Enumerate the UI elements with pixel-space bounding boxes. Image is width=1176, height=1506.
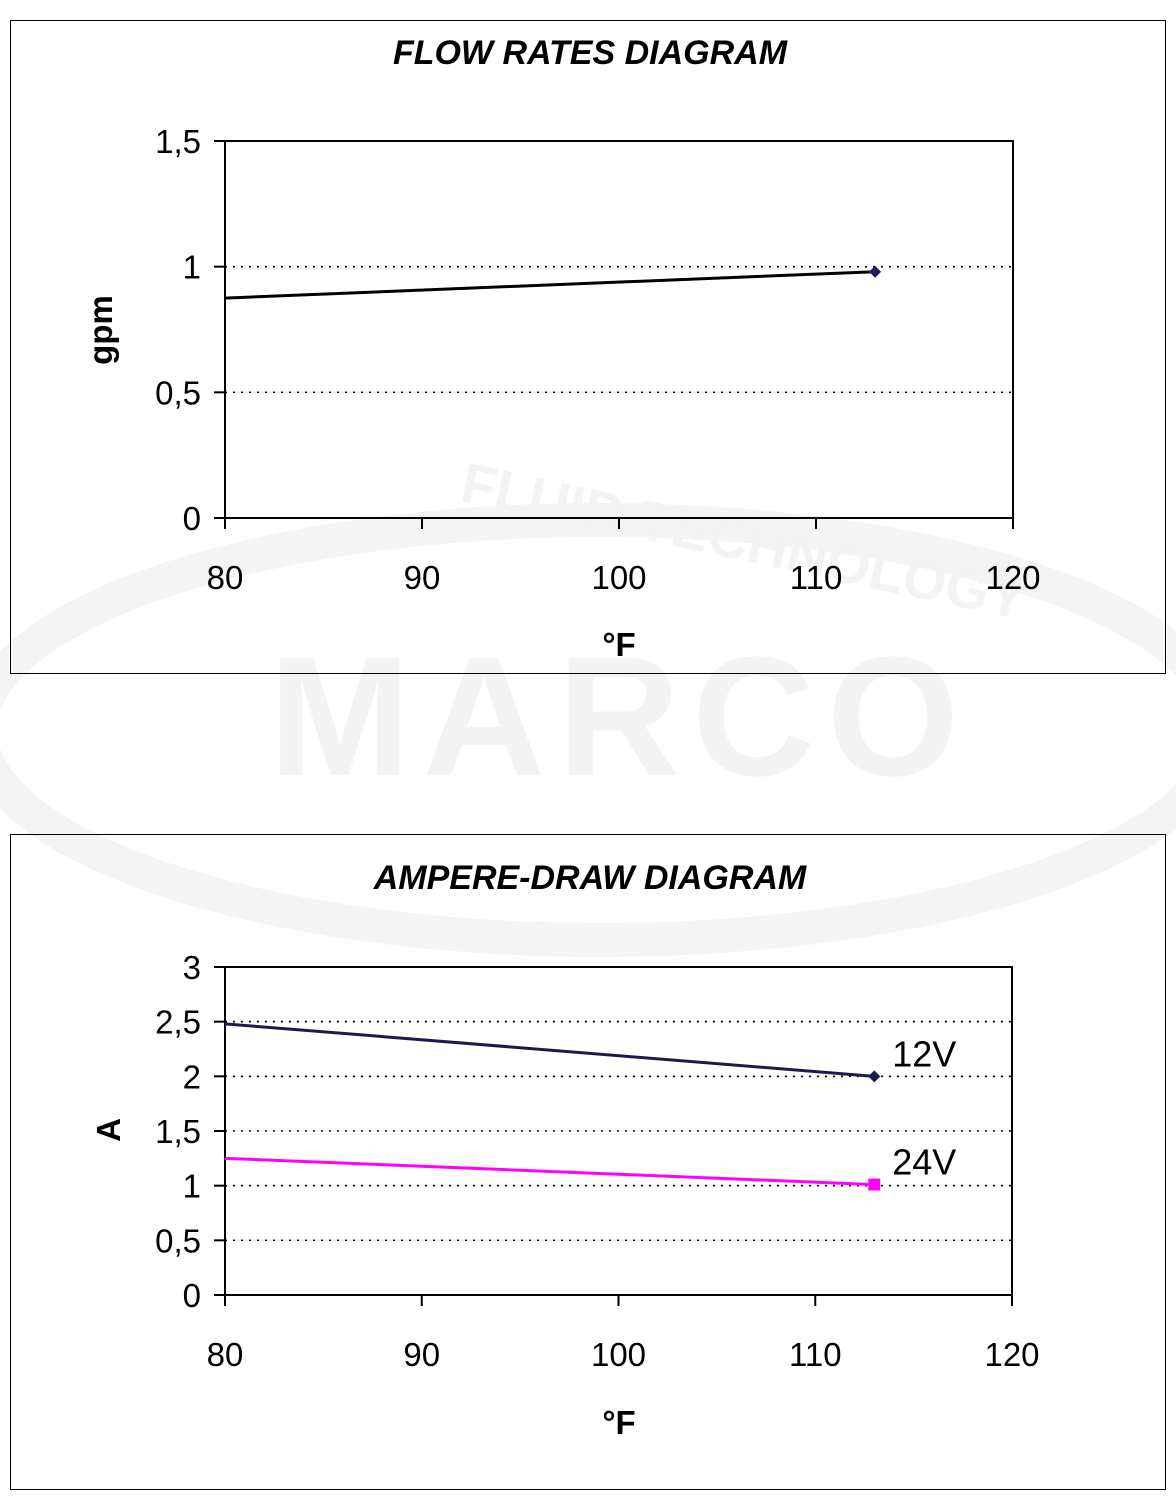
flow-x-axis-label: °F [602, 626, 635, 663]
ampere-x-tick-label: 100 [591, 1336, 646, 1373]
flow-y-tick-label: 1,5 [155, 123, 201, 160]
ampere-y-tick-label: 2,5 [155, 1004, 201, 1041]
flow-y-tick-label: 0 [183, 500, 201, 537]
flow-y-tick-label: 1 [183, 249, 201, 286]
flow-y-axis-label: gpm [82, 295, 119, 365]
ampere-plot-frame [224, 966, 1013, 1296]
ampere-y-tick-label: 1,5 [155, 1113, 201, 1150]
flow-plot-area: 0 0,5 1 1,5 80 90 100 110 120 [155, 123, 1040, 596]
ampere-x-tick-label: 120 [984, 1336, 1039, 1373]
ampere-x-tick-label: 80 [207, 1336, 244, 1373]
ampere-series-line-24V [224, 1156, 875, 1187]
ampere-series-marker [868, 1070, 881, 1083]
flow-x-tick-label: 100 [591, 559, 646, 596]
flow-x-tick-label: 120 [985, 559, 1040, 596]
ampere-x-axis-label: °F [602, 1404, 635, 1441]
watermark-brand: MARCO [269, 622, 971, 812]
ampere-y-tick-label: 0 [183, 1277, 201, 1314]
ampere-x-tick-label: 110 [789, 1336, 842, 1373]
flow-plot-frame [224, 140, 1014, 519]
ampere-series-label: 12V [892, 1033, 956, 1074]
flow-x-tick-label: 110 [790, 559, 843, 596]
ampere-y-tick-label: 3 [183, 949, 201, 986]
ampere-plot-area: 0 0,5 1 1,5 2 2,5 3 80 90 100 110 120 12V 24V [155, 949, 1039, 1373]
ampere-draw-chart-panel [10, 834, 1166, 1490]
ampere-series-line-12V [224, 1022, 875, 1078]
ampere-chart-title: AMPERE-DRAW DIAGRAM [373, 859, 807, 897]
ampere-series-marker [868, 1178, 881, 1191]
flow-chart-title: FLOW RATES DIAGRAM [393, 34, 788, 72]
ampere-y-tick-label: 0,5 [155, 1222, 201, 1259]
flow-x-tick-label: 80 [207, 559, 244, 596]
watermark-ellipse [0, 503, 1176, 957]
ampere-series-label: 24V [892, 1142, 956, 1183]
ampere-x-tick-label: 90 [403, 1336, 440, 1373]
ampere-y-tick-label: 2 [183, 1058, 201, 1095]
flow-y-tick-label: 0,5 [155, 374, 201, 411]
flow-series-line-0 [224, 270, 876, 300]
flow-rates-chart-panel [10, 20, 1166, 674]
ampere-y-tick-label: 1 [183, 1168, 201, 1205]
flow-x-tick-label: 90 [404, 559, 441, 596]
flow-series-marker [869, 265, 882, 278]
ampere-y-axis-label: A [90, 1118, 127, 1142]
